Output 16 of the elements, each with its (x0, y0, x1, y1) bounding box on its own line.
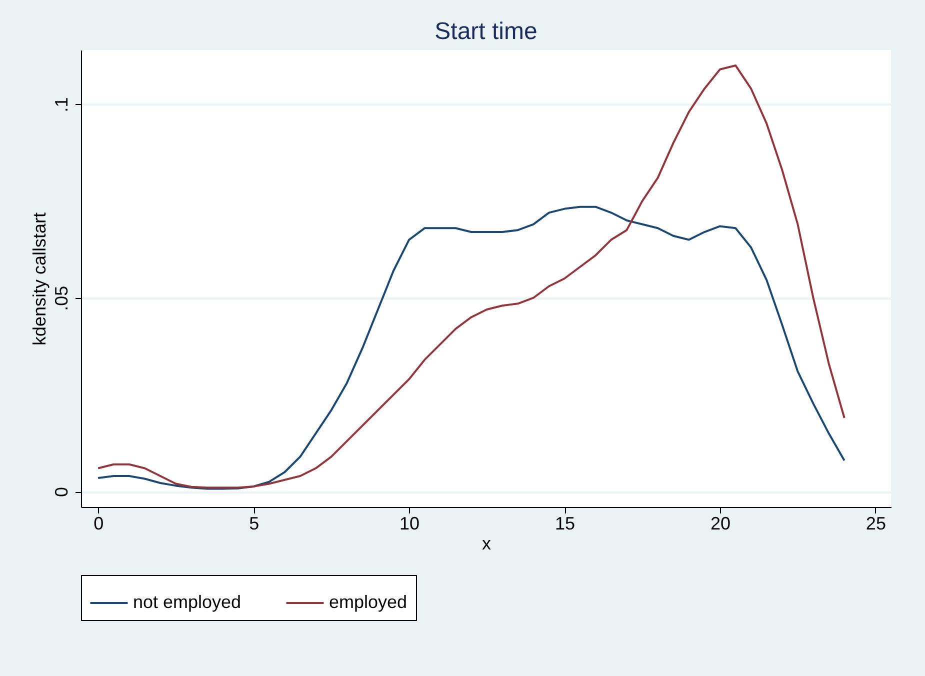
y-axis-title: kdensity callstart (30, 212, 50, 346)
line-series (97, 206, 846, 490)
x-tick-label: 15 (554, 514, 576, 534)
x-axis-title: x (482, 534, 491, 554)
x-tick-label: 25 (866, 514, 886, 534)
y-tick-label: .1 (52, 97, 72, 112)
x-tick-label: 10 (400, 514, 420, 534)
line-series (97, 64, 846, 489)
y-tick-label: .05 (52, 286, 72, 311)
legend-label: not employed (133, 592, 242, 612)
legend-label: employed (329, 592, 408, 612)
x-tick-label: 5 (249, 514, 260, 534)
y-tick-label: 0 (52, 487, 72, 498)
chart-title: Start time (434, 18, 538, 45)
x-tick-label: 20 (710, 514, 730, 534)
x-tick-label: 0 (94, 514, 104, 534)
